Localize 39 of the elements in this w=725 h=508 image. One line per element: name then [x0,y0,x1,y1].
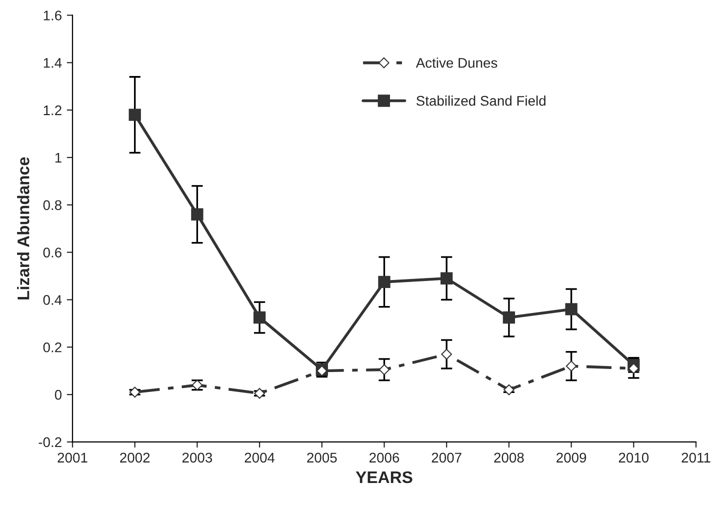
x-tick-label: 2004 [244,452,275,463]
point [504,384,514,396]
x-axis-title: YEARS [356,471,412,484]
x-tick-label: 2009 [556,452,586,463]
point [191,208,204,220]
x-tick-label: 2011 [682,452,710,463]
x-tick-label: 2007 [432,452,462,463]
y-tick-label: 0.2 [43,342,62,352]
y-tick-label: 0.8 [43,200,62,210]
y-tick-label: 1.2 [44,105,62,116]
point [628,363,640,374]
point [441,348,452,360]
y-tick-label: 1.4 [44,58,62,68]
point [566,360,577,372]
point [565,303,578,316]
x-tick-label: 2006 [370,452,400,463]
point [253,311,266,324]
point [378,364,390,376]
point [502,311,516,324]
y-tick-label: -0.2 [38,437,62,448]
x-tick-label: 2010 [618,452,649,463]
point [378,276,390,288]
legend-label: Stabilized Sand Field [416,96,546,106]
y-axis-title: Lizard Abundance [17,157,30,300]
y-tick-label: 0 [54,390,62,400]
point [128,108,141,121]
point [129,386,140,398]
x-tick-label: 2001 [58,452,88,463]
y-tick-label: 1 [55,152,62,163]
point [254,388,265,399]
y-tick-label: 0.4 [43,295,62,305]
x-tick-label: 2008 [494,452,524,463]
x-tick-label: 2005 [307,452,337,463]
x-tick-label: 2003 [182,452,212,463]
point [440,272,453,284]
legend-label: Active Dunes [416,58,498,68]
y-tick-label: 0.6 [43,248,62,258]
x-tick-label: 2002 [120,452,150,463]
y-tick-label: 1.6 [44,10,62,20]
